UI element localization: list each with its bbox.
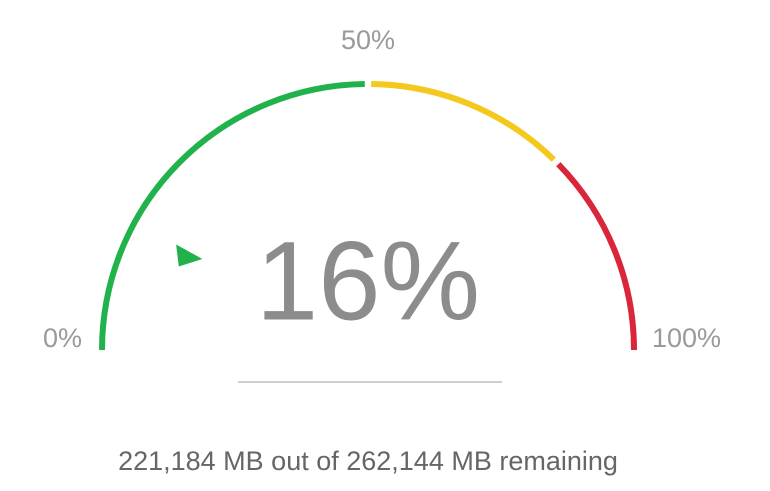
gauge-band [556,162,637,351]
gauge-band [99,81,365,351]
tick-label: 50% [341,25,395,55]
gauge-subtitle: 221,184 MB out of 262,144 MB remaining [118,446,618,476]
gauge-value: 16% [256,219,480,344]
tick-label: 0% [43,323,82,353]
tick-label: 100% [652,323,721,353]
gauge-band [371,81,556,162]
gauge-pointer [176,244,203,267]
